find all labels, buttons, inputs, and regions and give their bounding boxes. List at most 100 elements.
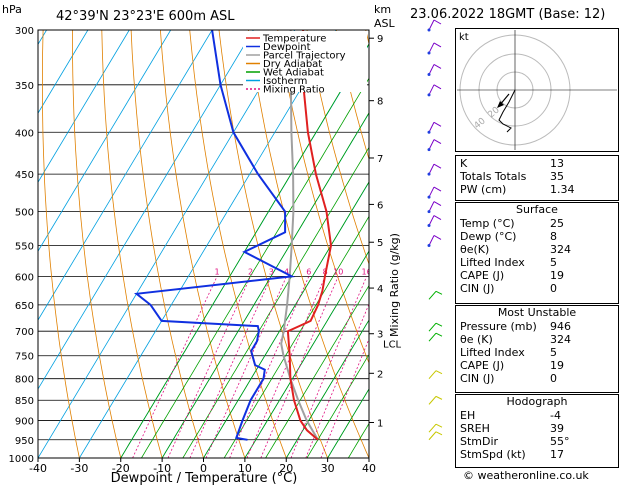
mixing-ratio-label: 6 (306, 267, 311, 276)
hodograph-row: StmDir 55° (460, 435, 570, 448)
wind-barb-flag (433, 19, 442, 25)
mixing-ratio-line (132, 276, 218, 458)
wind-barb-flag (435, 322, 443, 327)
wind-barb-base (427, 243, 431, 247)
isotherm-line (203, 181, 369, 458)
wind-barb-flag (433, 215, 442, 220)
wind-barb-flag (433, 42, 442, 48)
surface-row: Dewp (°C) 8 (460, 230, 557, 243)
mixing-ratio-line (189, 276, 272, 458)
wet-adiabat-line (306, 353, 369, 458)
surface-row: θe(K) 324 (460, 243, 571, 256)
x-tick-label: 20 (279, 462, 293, 475)
dry-adiabat-line (218, 30, 328, 458)
most-unstable-row: Pressure (mb) 946 (460, 320, 571, 333)
wet-adiabat-line (203, 181, 369, 458)
dewpoint-line (133, 30, 296, 441)
dry-adiabat-line (306, 30, 369, 266)
most-unstable-row: CAPE (J) 19 (460, 359, 564, 372)
wind-barb-flag (433, 121, 442, 127)
dry-adiabat-line (395, 30, 455, 458)
wet-adiabat-line (141, 77, 369, 458)
mixing-ratio-label: 4 (284, 267, 289, 276)
pressure-tick-label: 450 (15, 170, 34, 181)
wind-barb-flag (433, 235, 442, 240)
wind-barb (428, 291, 437, 300)
wet-adiabat-line (347, 422, 369, 458)
mixing-ratio-line (260, 276, 339, 458)
legend-entry: Temperature (262, 34, 326, 45)
wind-barb-flag (435, 332, 443, 337)
skewt-chart: 1 2 3 4 6 8 10 16 20 25 3003504004505005506006507… (2, 3, 455, 486)
wet-adiabat-line (285, 319, 369, 458)
km-tick-label: 5 (377, 238, 383, 249)
wind-barb-base (427, 148, 431, 152)
legend-entry: Mixing Ratio (263, 85, 325, 96)
km-tick-label: 8 (377, 97, 383, 108)
wind-barb (428, 122, 435, 133)
isotherm-line (38, 30, 296, 458)
pressure-tick-label: 750 (15, 352, 34, 363)
hodograph-kt-label: kt (459, 32, 469, 43)
legend-entry: Wet Adiabat (263, 68, 324, 79)
most-unstable-table: Most Unstable Pressure (mb) 946 θe (K) 324… (455, 305, 619, 393)
mixing-ratio-line (305, 302, 369, 458)
pressure-tick-label: 850 (15, 396, 34, 407)
wet-adiabat-line (161, 112, 369, 458)
km-tick-label: 7 (377, 154, 383, 165)
wind-barb (428, 84, 435, 96)
x-tick-label: -40 (29, 462, 47, 475)
surface-row: Temp (°C) 25 (460, 217, 564, 230)
wind-barb-base (427, 51, 431, 55)
dry-adiabat-line (160, 30, 246, 458)
wind-barb (428, 370, 437, 380)
wet-adiabat-line (244, 250, 369, 458)
wind-barb-base (427, 72, 431, 76)
index-row: K 13 (460, 157, 564, 170)
lcl-label: LCL (383, 340, 402, 351)
pressure-tick-label: 650 (15, 301, 34, 312)
pressure-tick-label: 700 (15, 327, 34, 338)
wind-barb-base (427, 93, 431, 97)
hodograph-row: EH -4 (460, 409, 561, 422)
surface-row: Lifted Index 5 (460, 256, 557, 269)
x-tick-label: -10 (153, 462, 171, 475)
pressure-tick-label: 550 (15, 241, 34, 252)
isotherm-line (38, 30, 130, 183)
pressure-tick-label: 600 (15, 272, 34, 283)
wind-barbs (427, 19, 443, 441)
hodograph-trace (498, 89, 516, 133)
hodograph-row: StmSpd (kt) 17 (460, 448, 564, 461)
mixing-ratio-label: 3 (269, 267, 274, 276)
storm-motion-arrowhead (497, 101, 504, 108)
parcel-trajectory-line (280, 30, 319, 441)
wind-barb-flag (433, 84, 442, 90)
pressure-tick-label: 500 (15, 208, 34, 219)
wind-barb (428, 163, 435, 175)
x-tick-label: 40 (362, 462, 376, 475)
wind-barb-flag (433, 186, 442, 192)
isotherm-line (79, 30, 337, 458)
wind-barb (428, 215, 435, 226)
mixing-ratio-label: 1 (215, 267, 220, 276)
km-tick-label: 1 (377, 419, 383, 430)
wind-barb (428, 423, 437, 433)
wet-adiabat-line (223, 215, 369, 458)
index-row: PW (cm) 1.34 (460, 183, 575, 196)
wind-barb-flag (435, 431, 443, 436)
dry-adiabat-line (277, 30, 369, 364)
most-unstable-row: Lifted Index 5 (460, 346, 557, 359)
wind-barb (428, 201, 435, 212)
surface-row: CIN (J) 0 (460, 282, 557, 295)
wind-barb (428, 64, 435, 75)
most-unstable-row: θe (K) 324 (460, 333, 571, 346)
most-unstable-title: Most Unstable (497, 306, 577, 319)
hpa-label: hPa (2, 3, 22, 16)
wind-barb-flag (435, 290, 443, 295)
isotherm-line (38, 30, 89, 114)
km-label: km (374, 3, 391, 16)
legend-entry: Parcel Trajectory (263, 51, 346, 62)
mixing-ratio-label: 16 (361, 267, 371, 276)
x-tick-label: 10 (238, 462, 252, 475)
